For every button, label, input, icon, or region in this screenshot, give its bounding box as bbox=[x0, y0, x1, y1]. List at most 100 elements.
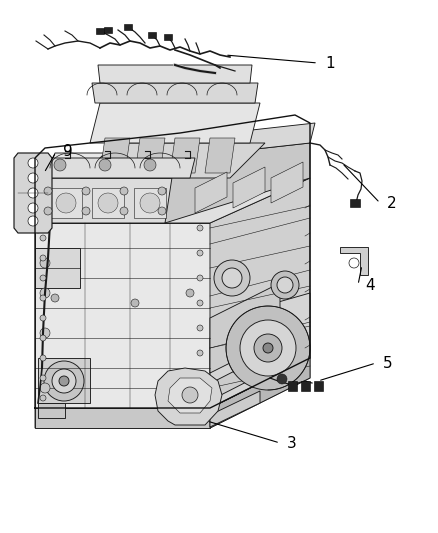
Circle shape bbox=[51, 294, 59, 302]
Circle shape bbox=[197, 398, 203, 404]
Polygon shape bbox=[14, 153, 52, 233]
Circle shape bbox=[40, 335, 46, 341]
Circle shape bbox=[44, 361, 84, 401]
Bar bbox=[164, 34, 172, 40]
Circle shape bbox=[40, 383, 50, 393]
Polygon shape bbox=[233, 167, 265, 208]
Circle shape bbox=[197, 325, 203, 331]
Circle shape bbox=[226, 306, 310, 390]
Circle shape bbox=[120, 187, 128, 195]
Bar bbox=[301, 381, 310, 391]
Circle shape bbox=[144, 159, 156, 171]
Circle shape bbox=[40, 235, 46, 241]
Polygon shape bbox=[38, 158, 195, 178]
Circle shape bbox=[28, 188, 38, 198]
Circle shape bbox=[40, 255, 46, 261]
Circle shape bbox=[271, 271, 299, 299]
Polygon shape bbox=[210, 293, 310, 408]
Circle shape bbox=[254, 334, 282, 362]
Circle shape bbox=[40, 375, 46, 381]
Polygon shape bbox=[38, 358, 90, 403]
Circle shape bbox=[33, 223, 43, 233]
Circle shape bbox=[82, 187, 90, 195]
Circle shape bbox=[277, 374, 287, 384]
Polygon shape bbox=[135, 138, 165, 173]
Circle shape bbox=[28, 203, 38, 213]
Circle shape bbox=[28, 158, 38, 168]
Polygon shape bbox=[35, 223, 210, 408]
Circle shape bbox=[214, 260, 250, 296]
Circle shape bbox=[44, 187, 52, 195]
Circle shape bbox=[40, 395, 46, 401]
Circle shape bbox=[28, 173, 38, 183]
Polygon shape bbox=[210, 358, 310, 428]
Polygon shape bbox=[35, 248, 80, 288]
Circle shape bbox=[197, 350, 203, 356]
Circle shape bbox=[197, 225, 203, 231]
Bar bbox=[124, 24, 132, 30]
Circle shape bbox=[40, 295, 46, 301]
Circle shape bbox=[197, 275, 203, 281]
Polygon shape bbox=[100, 138, 130, 173]
Polygon shape bbox=[92, 188, 124, 218]
Circle shape bbox=[40, 288, 50, 298]
Bar bbox=[350, 199, 360, 207]
Polygon shape bbox=[98, 65, 252, 83]
Circle shape bbox=[140, 193, 160, 213]
Bar bbox=[148, 32, 156, 38]
Polygon shape bbox=[50, 188, 82, 218]
Polygon shape bbox=[195, 172, 227, 213]
Polygon shape bbox=[155, 368, 222, 425]
Polygon shape bbox=[215, 358, 260, 398]
Bar bbox=[104, 27, 112, 33]
Polygon shape bbox=[35, 178, 310, 223]
Polygon shape bbox=[168, 378, 212, 413]
Polygon shape bbox=[38, 403, 65, 418]
Circle shape bbox=[40, 258, 50, 268]
Circle shape bbox=[158, 187, 166, 195]
Polygon shape bbox=[210, 391, 260, 427]
Polygon shape bbox=[35, 178, 190, 223]
Polygon shape bbox=[80, 143, 265, 178]
Circle shape bbox=[98, 193, 118, 213]
Polygon shape bbox=[45, 153, 200, 178]
Polygon shape bbox=[340, 247, 368, 275]
Circle shape bbox=[197, 250, 203, 256]
Polygon shape bbox=[92, 83, 258, 103]
Polygon shape bbox=[210, 178, 310, 408]
Circle shape bbox=[222, 268, 242, 288]
Polygon shape bbox=[210, 283, 280, 373]
Text: 3: 3 bbox=[287, 435, 297, 450]
Circle shape bbox=[40, 355, 46, 361]
Circle shape bbox=[186, 289, 194, 297]
Bar bbox=[96, 28, 104, 34]
Circle shape bbox=[99, 159, 111, 171]
Circle shape bbox=[277, 277, 293, 293]
Circle shape bbox=[131, 299, 139, 307]
Polygon shape bbox=[35, 358, 310, 428]
Text: 4: 4 bbox=[365, 278, 375, 293]
Text: 9: 9 bbox=[63, 144, 73, 159]
Circle shape bbox=[52, 369, 76, 393]
Circle shape bbox=[40, 315, 46, 321]
Circle shape bbox=[40, 275, 46, 281]
Polygon shape bbox=[35, 408, 210, 428]
Bar bbox=[288, 381, 297, 391]
Circle shape bbox=[82, 207, 90, 215]
Circle shape bbox=[197, 375, 203, 381]
Polygon shape bbox=[134, 188, 166, 218]
Circle shape bbox=[40, 328, 50, 338]
Polygon shape bbox=[175, 123, 315, 158]
Bar bbox=[314, 381, 323, 391]
Circle shape bbox=[197, 300, 203, 306]
Circle shape bbox=[349, 258, 359, 268]
Circle shape bbox=[263, 343, 273, 353]
Polygon shape bbox=[205, 138, 235, 173]
Polygon shape bbox=[90, 103, 260, 143]
Text: 1: 1 bbox=[325, 55, 335, 70]
Circle shape bbox=[54, 159, 66, 171]
Circle shape bbox=[182, 387, 198, 403]
Text: 2: 2 bbox=[387, 196, 397, 211]
Circle shape bbox=[44, 207, 52, 215]
Polygon shape bbox=[165, 143, 310, 223]
